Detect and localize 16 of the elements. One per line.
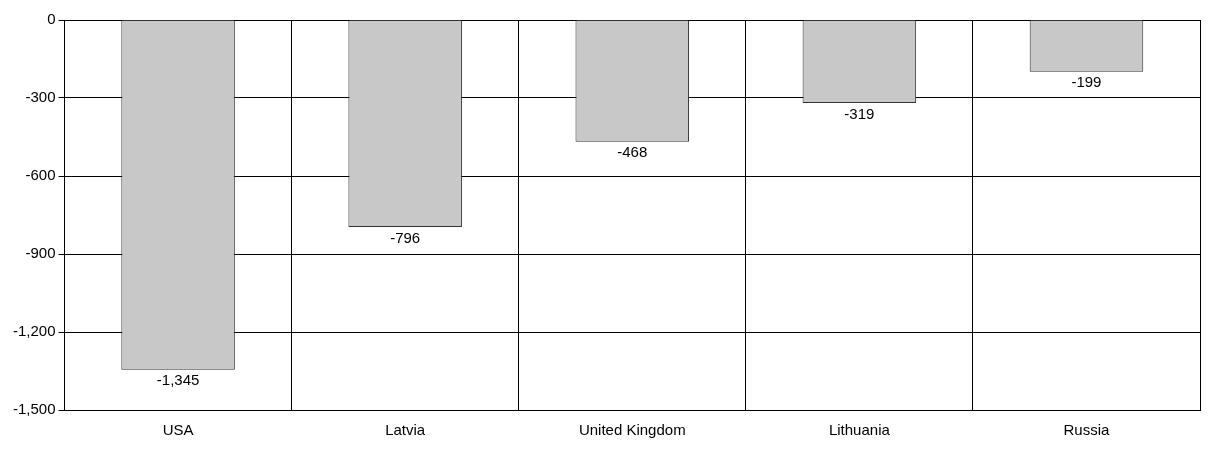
data-label: -199 <box>1071 73 1102 91</box>
x-tick-label: United Kingdom <box>578 421 686 439</box>
y-tick-label: -1,500 <box>12 400 56 418</box>
y-tick-label: -900 <box>25 244 56 262</box>
y-tick-label: -300 <box>25 88 56 106</box>
x-tick-label: Russia <box>1063 421 1111 439</box>
x-tick-label: Latvia <box>385 421 426 439</box>
data-label: -1,345 <box>156 371 200 389</box>
data-label: -468 <box>617 143 648 161</box>
x-tick-label: USA <box>162 421 194 439</box>
y-tick-label: -1,200 <box>12 322 56 340</box>
y-tick-label: -600 <box>25 166 56 184</box>
y-tick-label: 0 <box>47 10 56 28</box>
x-tick-label: Lithuania <box>828 421 891 439</box>
data-label: -796 <box>390 228 421 246</box>
data-label: -319 <box>844 104 875 122</box>
